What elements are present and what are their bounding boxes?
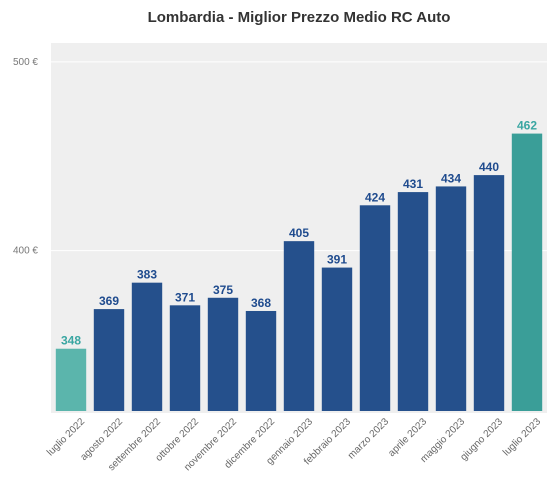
- bar: [321, 267, 353, 411]
- bar: [245, 310, 277, 411]
- y-axis: 400 € 500 €: [13, 57, 38, 257]
- data-label: 348: [61, 334, 81, 348]
- data-label: 371: [175, 290, 195, 304]
- y-tick-label: 400 €: [13, 246, 38, 257]
- bar: [283, 241, 315, 411]
- data-label: 375: [213, 283, 233, 297]
- data-label: 369: [99, 294, 119, 308]
- data-label: 383: [137, 268, 157, 282]
- data-label: 462: [517, 119, 537, 133]
- x-tick-label: luglio 2023: [501, 416, 543, 458]
- bar: [131, 282, 163, 411]
- data-label: 405: [289, 226, 309, 240]
- y-tick-label: 500 €: [13, 57, 38, 68]
- bar: [55, 348, 87, 411]
- data-label: 368: [251, 296, 271, 310]
- data-label: 391: [327, 253, 347, 267]
- bar: [169, 305, 201, 411]
- bar: [435, 186, 467, 411]
- data-label: 431: [403, 177, 423, 191]
- data-labels: 348 369 383 371 375 368 405 391 424 431 434 440 462: [61, 119, 537, 348]
- bar: [93, 309, 125, 411]
- bar: [359, 205, 391, 411]
- bar: [511, 133, 543, 412]
- bar: [207, 297, 239, 411]
- bar: [397, 192, 429, 411]
- data-label: 440: [479, 160, 499, 174]
- x-tick-label: marzo 2023: [346, 416, 391, 461]
- chart-title: Lombardia - Miglior Prezzo Medio RC Auto: [148, 9, 451, 26]
- data-label: 424: [365, 190, 385, 204]
- bar: [473, 175, 505, 411]
- data-label: 434: [441, 171, 461, 185]
- bars: [55, 133, 543, 412]
